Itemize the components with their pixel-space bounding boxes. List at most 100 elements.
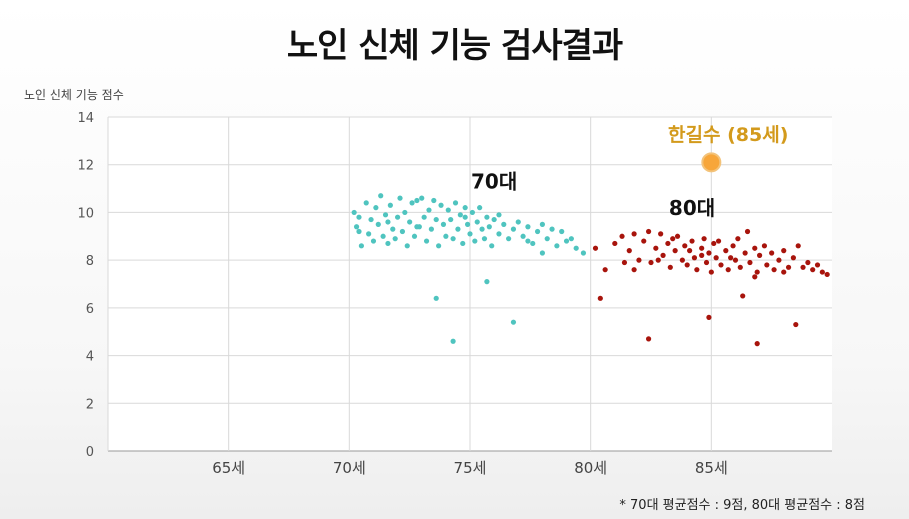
data-point	[708, 269, 714, 275]
data-point	[694, 267, 700, 273]
data-point	[706, 314, 712, 320]
data-point	[771, 267, 777, 273]
data-point	[525, 224, 531, 230]
data-point	[740, 293, 746, 299]
data-point	[510, 226, 517, 232]
data-point	[660, 252, 666, 258]
x-tick-label: 75세	[454, 459, 487, 477]
data-point	[682, 243, 688, 249]
data-point	[641, 238, 647, 244]
data-point	[399, 228, 406, 235]
data-point	[375, 221, 381, 227]
data-point	[602, 267, 608, 273]
annotations: 70대 80대 한길수 (85세)	[471, 124, 788, 220]
data-point	[764, 262, 770, 268]
data-point	[645, 336, 652, 342]
data-point	[781, 269, 787, 275]
data-point	[781, 248, 787, 254]
data-point	[718, 262, 724, 268]
data-point	[472, 238, 478, 244]
data-point	[530, 240, 536, 247]
group-label: 70대	[471, 170, 517, 194]
y-tick-label: 4	[86, 350, 94, 365]
data-point	[549, 226, 555, 232]
data-point	[658, 231, 664, 237]
data-point	[433, 295, 439, 301]
data-point	[735, 236, 741, 242]
data-point	[378, 193, 384, 199]
data-point	[684, 262, 690, 268]
y-tick-labels: 0 2 4 6 8 10 12 14	[77, 111, 94, 460]
data-point	[436, 243, 442, 249]
data-point	[368, 216, 374, 223]
data-point	[790, 255, 796, 261]
page-title: 노인 신체 기능 검사결과	[286, 26, 623, 66]
y-tick-label: 10	[77, 206, 94, 221]
data-point	[769, 250, 775, 256]
data-point	[814, 262, 821, 268]
data-point	[469, 209, 476, 216]
highlight-label: 한길수 (85세)	[668, 124, 788, 146]
data-point	[754, 269, 760, 275]
x-tick-label: 85세	[695, 459, 728, 477]
data-point	[776, 257, 782, 263]
data-point	[621, 259, 628, 266]
data-point	[484, 214, 490, 220]
data-point	[619, 233, 625, 239]
data-point	[645, 228, 652, 235]
data-point	[397, 195, 403, 201]
data-point	[353, 224, 360, 230]
data-point	[489, 243, 495, 249]
data-point	[402, 209, 408, 216]
data-point	[484, 279, 490, 285]
data-point	[687, 248, 693, 254]
data-point	[626, 248, 632, 254]
data-point	[419, 195, 425, 201]
data-point	[810, 267, 816, 273]
data-point	[742, 250, 748, 256]
data-point	[496, 212, 502, 218]
data-point	[433, 216, 439, 223]
data-point	[438, 202, 444, 208]
data-point	[653, 245, 659, 251]
data-point	[486, 224, 492, 230]
data-point	[559, 228, 565, 235]
data-point	[440, 221, 447, 227]
data-point	[448, 216, 454, 223]
group-label: 80대	[669, 196, 715, 220]
data-point	[457, 212, 463, 218]
data-point	[539, 250, 546, 256]
data-point	[395, 214, 401, 220]
data-point	[431, 197, 437, 204]
data-point	[744, 228, 751, 235]
data-point	[358, 243, 364, 249]
data-point	[515, 219, 521, 225]
data-point	[474, 219, 480, 225]
data-point	[689, 238, 695, 244]
data-point	[491, 216, 497, 223]
data-point	[370, 238, 377, 244]
data-point	[363, 200, 369, 206]
data-point	[761, 243, 768, 249]
data-point	[450, 338, 456, 344]
data-point	[366, 231, 372, 237]
data-point	[554, 243, 560, 249]
data-point	[443, 233, 449, 239]
data-point	[464, 221, 471, 227]
x-tick-labels: 65세 70세 75세 80세 85세	[212, 459, 728, 477]
data-point	[670, 236, 676, 242]
data-point	[699, 245, 705, 251]
data-point	[703, 259, 710, 266]
data-point	[404, 243, 410, 249]
x-tick-label: 80세	[574, 459, 607, 477]
data-point	[573, 245, 579, 251]
data-point	[426, 207, 432, 213]
y-tick-label: 6	[86, 302, 94, 317]
data-point	[387, 202, 393, 208]
highlight-point[interactable]	[701, 152, 722, 173]
data-point	[462, 214, 468, 220]
data-point	[450, 236, 456, 242]
data-point	[757, 252, 763, 258]
data-point	[525, 238, 531, 244]
